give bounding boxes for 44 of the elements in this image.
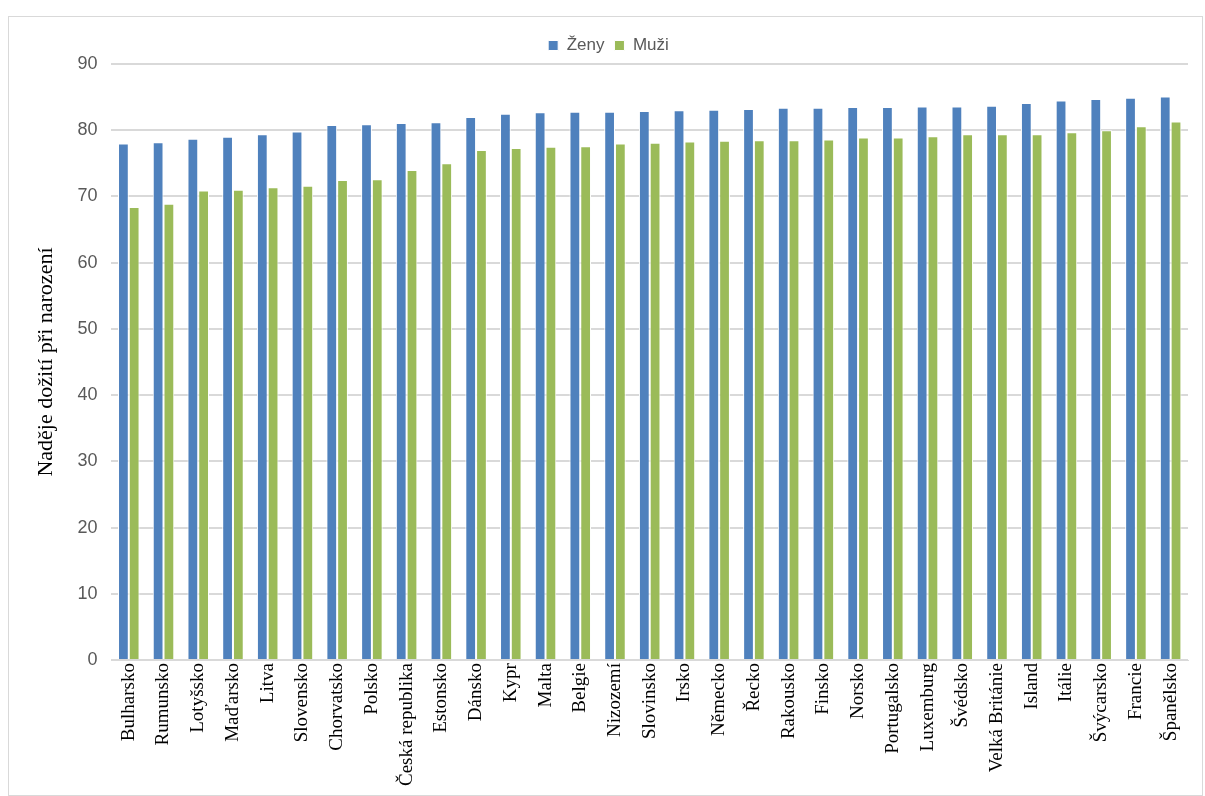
x-tick-label: Portugalsko [880, 663, 902, 754]
legend-label: Ženy [566, 35, 605, 55]
x-tick-label: Malta [533, 662, 555, 708]
x-tick-label: Švédsko [950, 663, 972, 728]
y-tick-label: 30 [77, 450, 98, 471]
x-tick-label: Španělsko [1158, 663, 1180, 742]
x-tick-label: Estonsko [429, 663, 451, 733]
x-tick-label: Island [1019, 662, 1041, 710]
x-tick-label: Bulharsko [116, 663, 138, 742]
x-tick-label: Velká Británie [984, 663, 1006, 773]
x-tick-label: Itálie [1054, 663, 1076, 703]
y-tick-label: 10 [77, 582, 98, 603]
x-tick-label: Slovinsko [637, 663, 659, 740]
y-tick-label: 80 [77, 119, 98, 140]
x-tick-label: Belgie [568, 663, 590, 713]
x-tick-label: Irsko [672, 663, 694, 703]
legend-label: Muži [632, 35, 669, 55]
y-tick-label: 0 [87, 649, 98, 670]
y-axis-title: Naděje dožití při narození [31, 247, 57, 477]
x-tick-label: Norsko [846, 663, 868, 720]
x-tick-label: Chorvatsko [325, 663, 347, 751]
y-tick-label: 20 [77, 516, 98, 537]
x-tick-label: Francie [1123, 663, 1145, 721]
x-tick-label: Slovensko [290, 663, 312, 743]
x-tick-label: Polsko [359, 663, 381, 715]
x-tick-label: Luxemburg [915, 662, 937, 752]
x-tick-label: Rakousko [776, 663, 798, 740]
x-tick-label: Dánsko [464, 663, 486, 722]
x-tick-label: Švýcarsko [1089, 663, 1111, 743]
y-tick-label: 60 [77, 251, 98, 272]
x-tick-label: Maďarsko [220, 663, 242, 742]
y-tick-label: 50 [77, 317, 98, 338]
x-tick-label: Řecko [741, 663, 763, 712]
x-tick-label: Finsko [811, 663, 833, 715]
y-tick-label: 90 [77, 52, 98, 73]
y-tick-label: 70 [77, 185, 98, 206]
x-tick-label: Česká republika [394, 662, 416, 786]
x-tick-label: Rumunsko [151, 663, 173, 746]
x-tick-label: Německo [707, 663, 729, 736]
y-tick-label: 40 [77, 384, 98, 405]
x-tick-label: Litva [255, 662, 277, 704]
x-tick-label: Kypr [498, 662, 520, 703]
x-tick-label: Nizozemí [602, 662, 624, 737]
x-tick-label: Lotyšsko [186, 663, 208, 733]
